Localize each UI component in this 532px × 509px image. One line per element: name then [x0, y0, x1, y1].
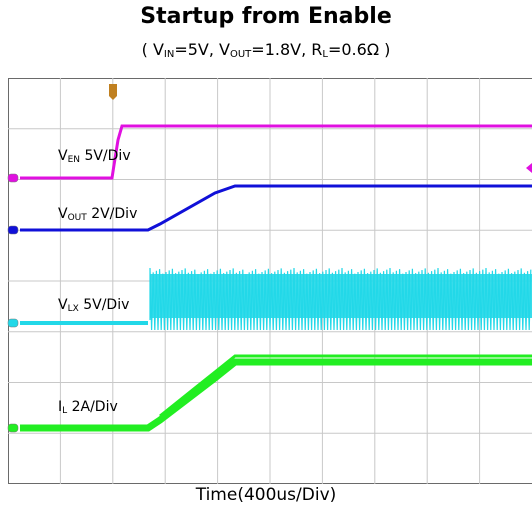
trigger-level-marker	[526, 163, 532, 173]
label-vout-symbol: V	[58, 206, 68, 222]
label-ven-sub: EN	[67, 155, 80, 165]
subtitle-open: (	[141, 40, 153, 59]
subtitle-vin-sub: IN	[163, 49, 175, 60]
subtitle-rl-sub: L	[322, 49, 328, 60]
label-il: IL 2A/Div	[58, 399, 118, 416]
subtitle-rl-value: =0.6Ω	[327, 40, 380, 59]
subtitle-vout-sub: OUT	[229, 49, 252, 60]
label-vlx: VLX 5V/Div	[58, 297, 129, 314]
channel-3-marker	[7, 318, 19, 328]
label-ven: VEN 5V/Div	[58, 148, 131, 165]
label-il-symbol: I	[58, 399, 63, 415]
channel-4-marker	[7, 423, 19, 433]
channel-2-marker	[7, 225, 19, 235]
x-axis-label: Time(400us/Div)	[195, 485, 337, 505]
label-il-sub: L	[62, 406, 68, 416]
trace-vlx-band	[150, 274, 532, 318]
label-vlx-symbol: V	[58, 297, 68, 313]
scope-traces	[20, 124, 532, 432]
trigger-marker	[109, 84, 117, 100]
subtitle-close: )	[379, 40, 391, 59]
trace-il	[20, 358, 532, 432]
chart-subtitle: ( VIN=5V, VOUT=1.8V, RL=0.6Ω )	[0, 40, 532, 60]
label-vlx-sub: LX	[67, 304, 79, 314]
label-vout-scale: 2V/Div	[86, 206, 138, 222]
subtitle-rl-symbol: R	[311, 40, 323, 59]
subtitle-vout-value: =1.8V,	[251, 40, 312, 59]
subtitle-vout-symbol: V	[219, 40, 230, 59]
subtitle-vin-value: =5V,	[174, 40, 220, 59]
label-vout: VOUT 2V/Div	[58, 206, 137, 223]
scope-markers	[7, 84, 532, 433]
label-vlx-scale: 5V/Div	[78, 297, 130, 313]
trace-il-ripple-top	[159, 354, 532, 418]
label-il-scale: 2A/Div	[67, 399, 118, 415]
label-ven-scale: 5V/Div	[80, 148, 131, 164]
trace-ven	[20, 124, 532, 180]
label-ven-symbol: V	[58, 148, 68, 164]
trace-vout	[20, 184, 532, 232]
label-vout-sub: OUT	[67, 213, 87, 223]
chart-title: Startup from Enable	[140, 4, 392, 29]
subtitle-vin-symbol: V	[152, 40, 164, 59]
channel-1-marker	[7, 173, 19, 183]
